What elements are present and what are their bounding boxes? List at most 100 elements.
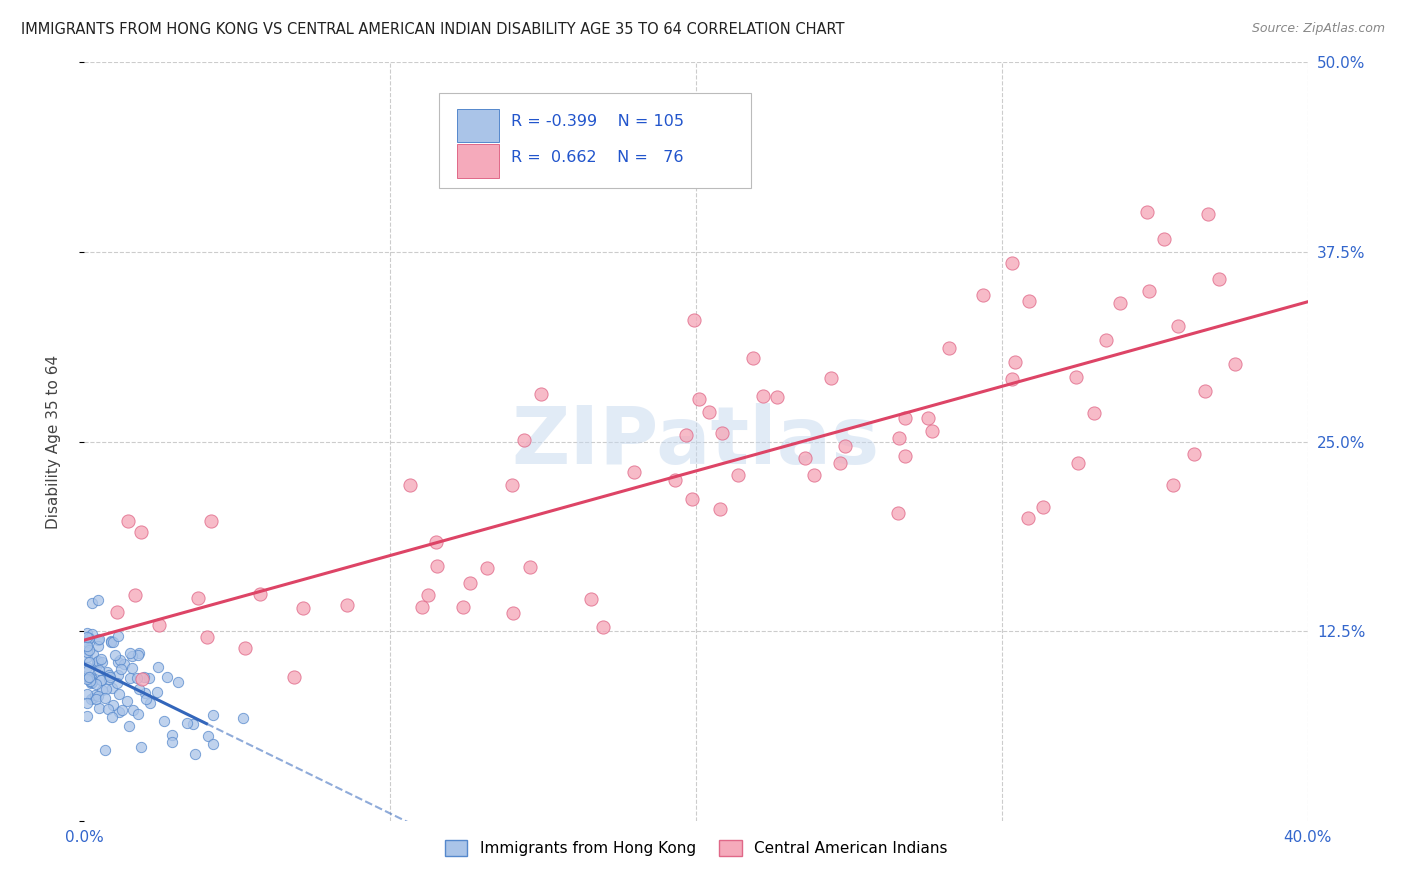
Point	[110, 662, 132, 676]
Point	[77, 655, 100, 669]
Point	[176, 716, 198, 731]
Point	[709, 501, 731, 516]
Point	[128, 681, 150, 696]
Point	[79, 673, 101, 688]
Point	[887, 506, 910, 520]
Point	[80, 672, 103, 686]
Point	[688, 392, 710, 407]
Point	[76, 672, 98, 686]
Point	[77, 643, 100, 657]
Point	[101, 698, 124, 712]
Point	[86, 632, 108, 647]
Point	[100, 710, 122, 724]
Point	[134, 686, 156, 700]
Point	[103, 635, 125, 649]
Point	[1032, 500, 1054, 514]
Point	[160, 735, 183, 749]
Point	[117, 514, 139, 528]
Point	[108, 687, 131, 701]
Point	[76, 639, 98, 653]
Point	[76, 625, 98, 640]
Point	[80, 691, 103, 706]
Point	[167, 675, 190, 690]
Point	[921, 425, 943, 439]
Point	[120, 646, 142, 660]
Point	[683, 312, 706, 326]
Point	[1208, 271, 1230, 285]
Point	[502, 606, 524, 620]
Text: Source: ZipAtlas.com: Source: ZipAtlas.com	[1251, 22, 1385, 36]
Point	[87, 639, 110, 653]
Point	[125, 671, 148, 685]
Point	[1083, 406, 1105, 420]
Point	[156, 670, 179, 684]
Text: IMMIGRANTS FROM HONG KONG VS CENTRAL AMERICAN INDIAN DISABILITY AGE 35 TO 64 COR: IMMIGRANTS FROM HONG KONG VS CENTRAL AME…	[21, 22, 845, 37]
Point	[1194, 384, 1216, 398]
Point	[100, 670, 122, 684]
Point	[893, 449, 915, 463]
Point	[82, 647, 104, 661]
Point	[803, 468, 825, 483]
Point	[153, 714, 176, 729]
Point	[742, 351, 765, 366]
Point	[793, 451, 815, 466]
Point	[135, 692, 157, 706]
Point	[105, 605, 128, 619]
Point	[80, 675, 103, 690]
Point	[96, 665, 118, 679]
Point	[97, 702, 120, 716]
Text: ZIPatlas: ZIPatlas	[512, 402, 880, 481]
Point	[112, 657, 135, 671]
Point	[894, 411, 917, 425]
Point	[84, 691, 107, 706]
Point	[90, 673, 112, 687]
Point	[1161, 478, 1184, 492]
Point	[1018, 294, 1040, 309]
Point	[623, 465, 645, 479]
FancyBboxPatch shape	[457, 109, 499, 142]
Point	[87, 632, 110, 646]
Point	[121, 703, 143, 717]
Point	[1197, 207, 1219, 221]
Point	[107, 655, 129, 669]
Point	[76, 697, 98, 711]
Point	[291, 601, 314, 615]
Point	[162, 728, 184, 742]
Point	[1167, 319, 1189, 334]
Point	[972, 288, 994, 302]
Point	[77, 670, 100, 684]
Point	[98, 672, 121, 686]
Point	[426, 559, 449, 574]
Point	[82, 675, 104, 690]
Point	[82, 596, 104, 610]
Point	[186, 591, 208, 605]
FancyBboxPatch shape	[457, 145, 499, 178]
Point	[146, 659, 169, 673]
Point	[121, 661, 143, 675]
Point	[148, 618, 170, 632]
Point	[98, 668, 121, 682]
Point	[124, 588, 146, 602]
Point	[108, 653, 131, 667]
Point	[336, 598, 359, 612]
Point	[1182, 447, 1205, 461]
Point	[418, 589, 440, 603]
Point	[86, 654, 108, 668]
Point	[184, 747, 207, 761]
Point	[91, 655, 114, 669]
Point	[87, 690, 110, 704]
Point	[129, 739, 152, 754]
Point	[77, 631, 100, 645]
Point	[1001, 372, 1024, 386]
Point	[76, 634, 98, 648]
Point	[76, 709, 98, 723]
Point	[1136, 205, 1159, 219]
Point	[76, 649, 98, 664]
Point	[87, 592, 110, 607]
Point	[917, 411, 939, 425]
Point	[146, 685, 169, 699]
Legend: Immigrants from Hong Kong, Central American Indians: Immigrants from Hong Kong, Central Ameri…	[439, 834, 953, 863]
Point	[501, 478, 523, 492]
Point	[477, 561, 499, 575]
Point	[104, 648, 127, 663]
